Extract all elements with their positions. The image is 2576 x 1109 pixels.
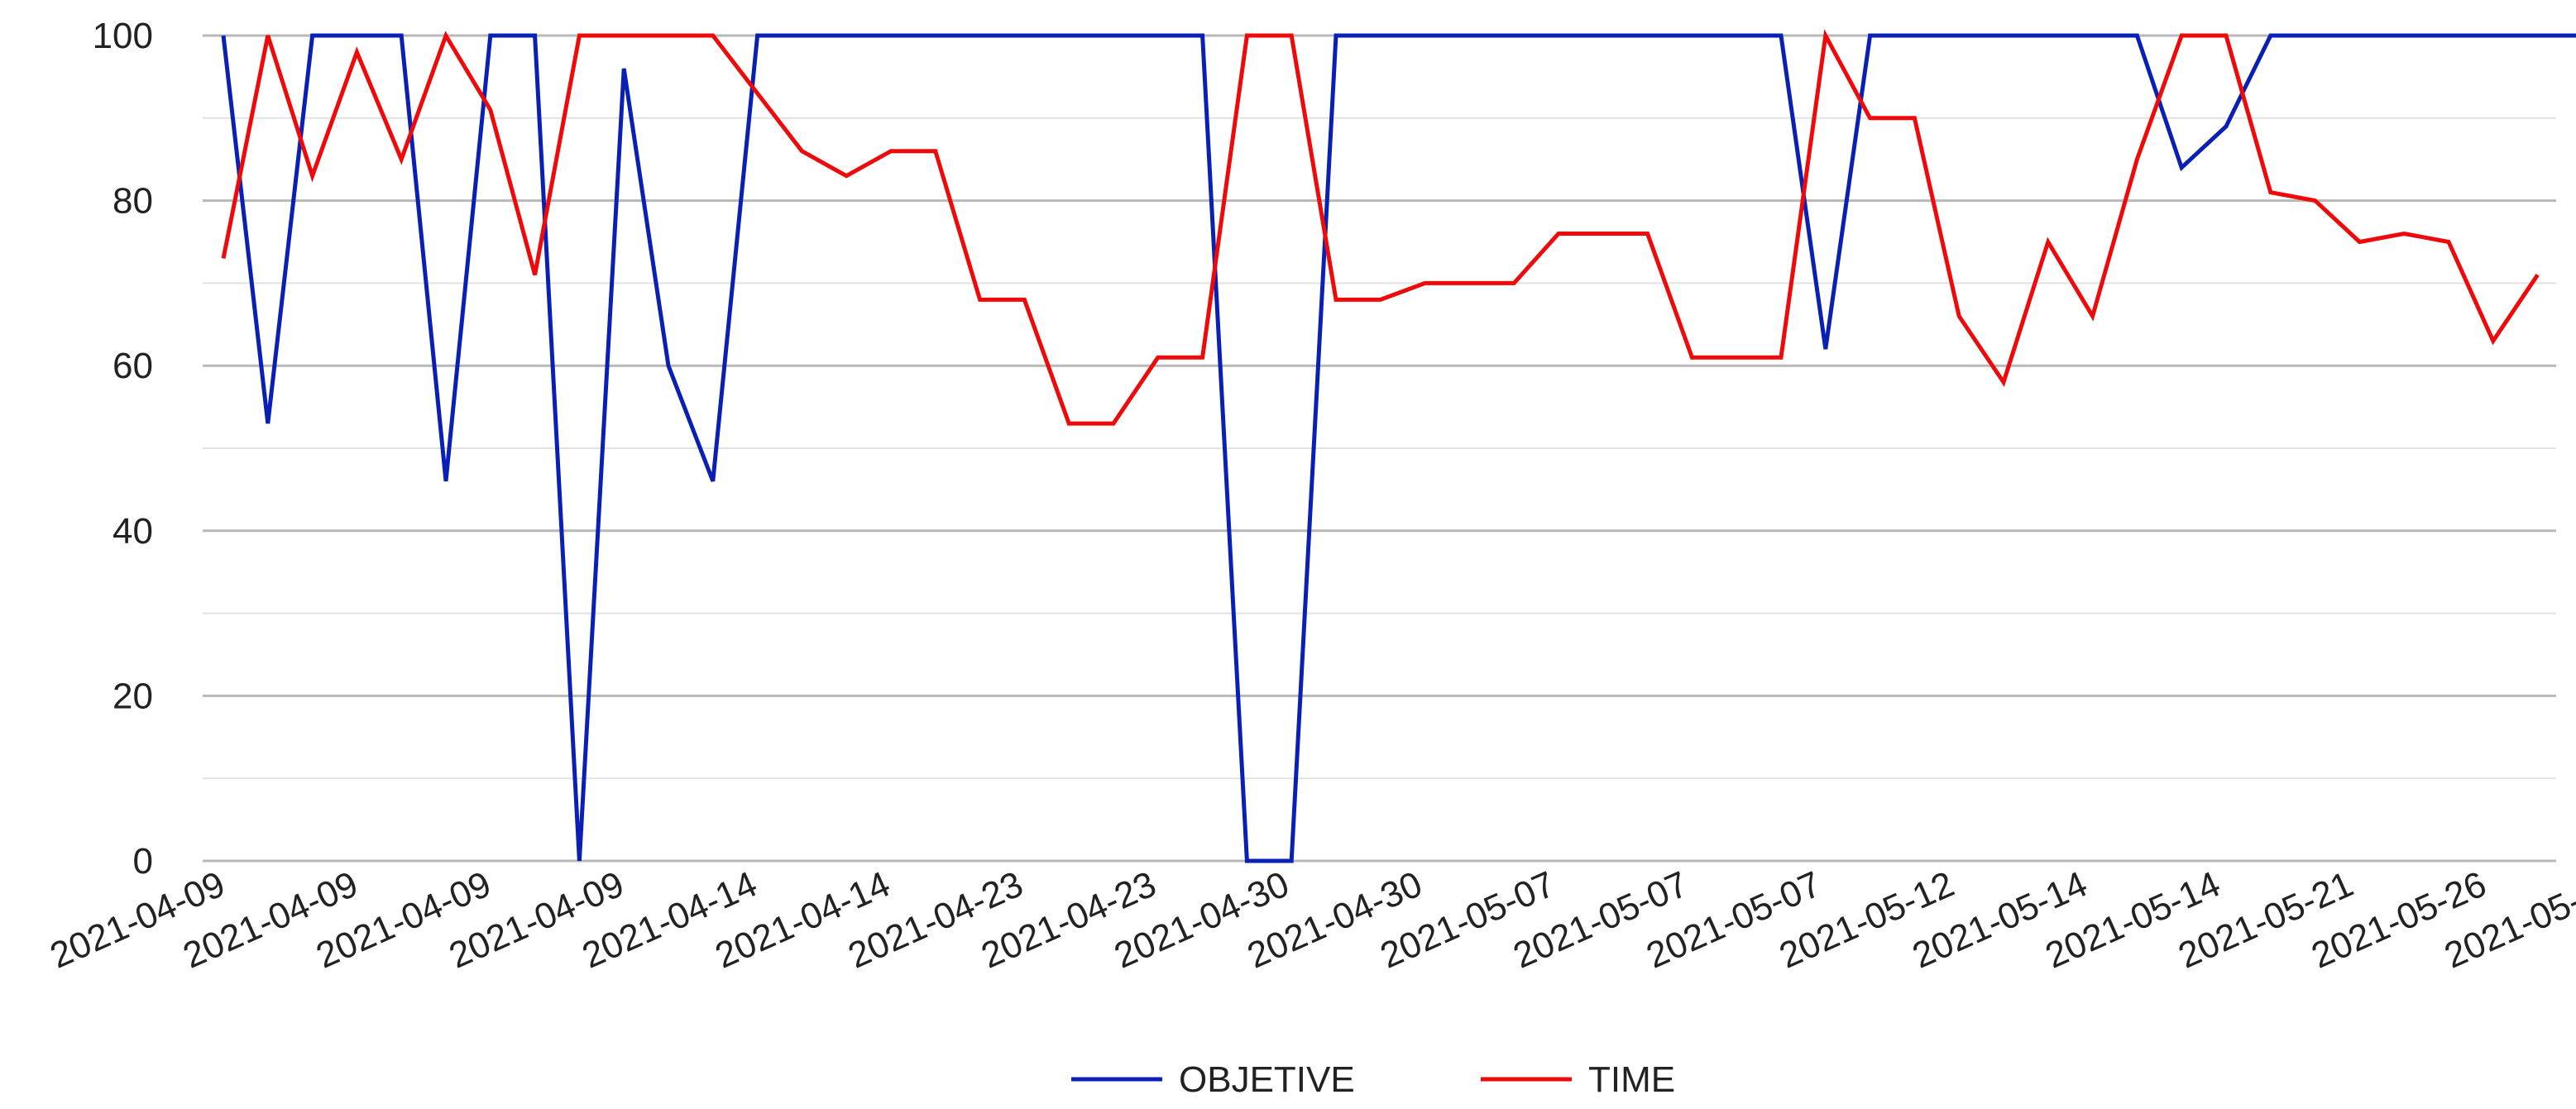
legend-label-time: TIME: [1588, 1059, 1675, 1100]
y-axis-ticks: 0 20 40 60 80 100: [93, 16, 153, 882]
series-lines: [221, 29, 2576, 863]
y-tick-label: 40: [113, 511, 153, 552]
legend: OBJETIVE TIME: [1071, 1059, 1675, 1100]
y-tick-label: 0: [133, 841, 153, 882]
series-line-objetive: [221, 33, 2576, 863]
y-tick-label: 100: [93, 16, 153, 56]
y-tick-label: 20: [113, 676, 153, 716]
x-axis-ticks: 2021-04-092021-04-092021-04-092021-04-09…: [45, 863, 2576, 976]
y-tick-label: 60: [113, 346, 153, 386]
series-line-time: [221, 29, 2540, 426]
y-tick-label: 80: [113, 181, 153, 222]
legend-label-objetive: OBJETIVE: [1179, 1059, 1355, 1100]
